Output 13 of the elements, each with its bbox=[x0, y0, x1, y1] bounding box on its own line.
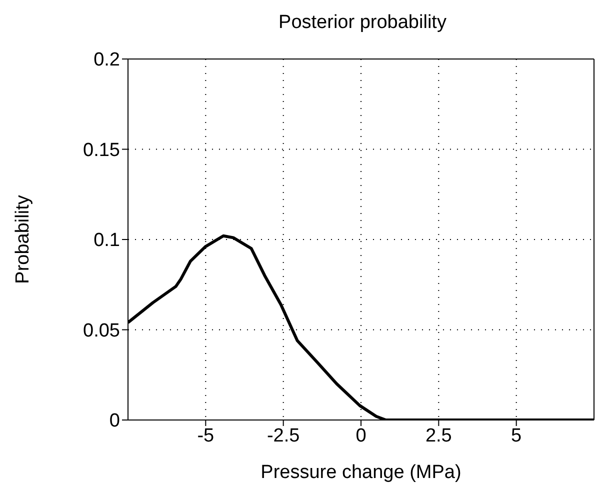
y-tick-label: 0.05 bbox=[83, 320, 120, 342]
y-tick-label: 0.2 bbox=[94, 50, 120, 71]
y-tick-label: 0 bbox=[109, 410, 120, 432]
y-tick-label: 0.1 bbox=[94, 230, 120, 252]
y-axis-title: Probability bbox=[12, 194, 34, 284]
x-tick-label: -5 bbox=[197, 425, 214, 446]
x-tick-label: -2.5 bbox=[266, 425, 300, 446]
y-tick-label: 0.15 bbox=[83, 140, 120, 161]
x-tick-label: 5 bbox=[511, 425, 522, 446]
x-tick-label: 0 bbox=[356, 425, 366, 446]
x-axis-title: Pressure change (MPa) bbox=[260, 462, 462, 483]
chart-title: Posterior probability bbox=[278, 11, 448, 35]
x-tick-label: 2.5 bbox=[425, 425, 452, 446]
